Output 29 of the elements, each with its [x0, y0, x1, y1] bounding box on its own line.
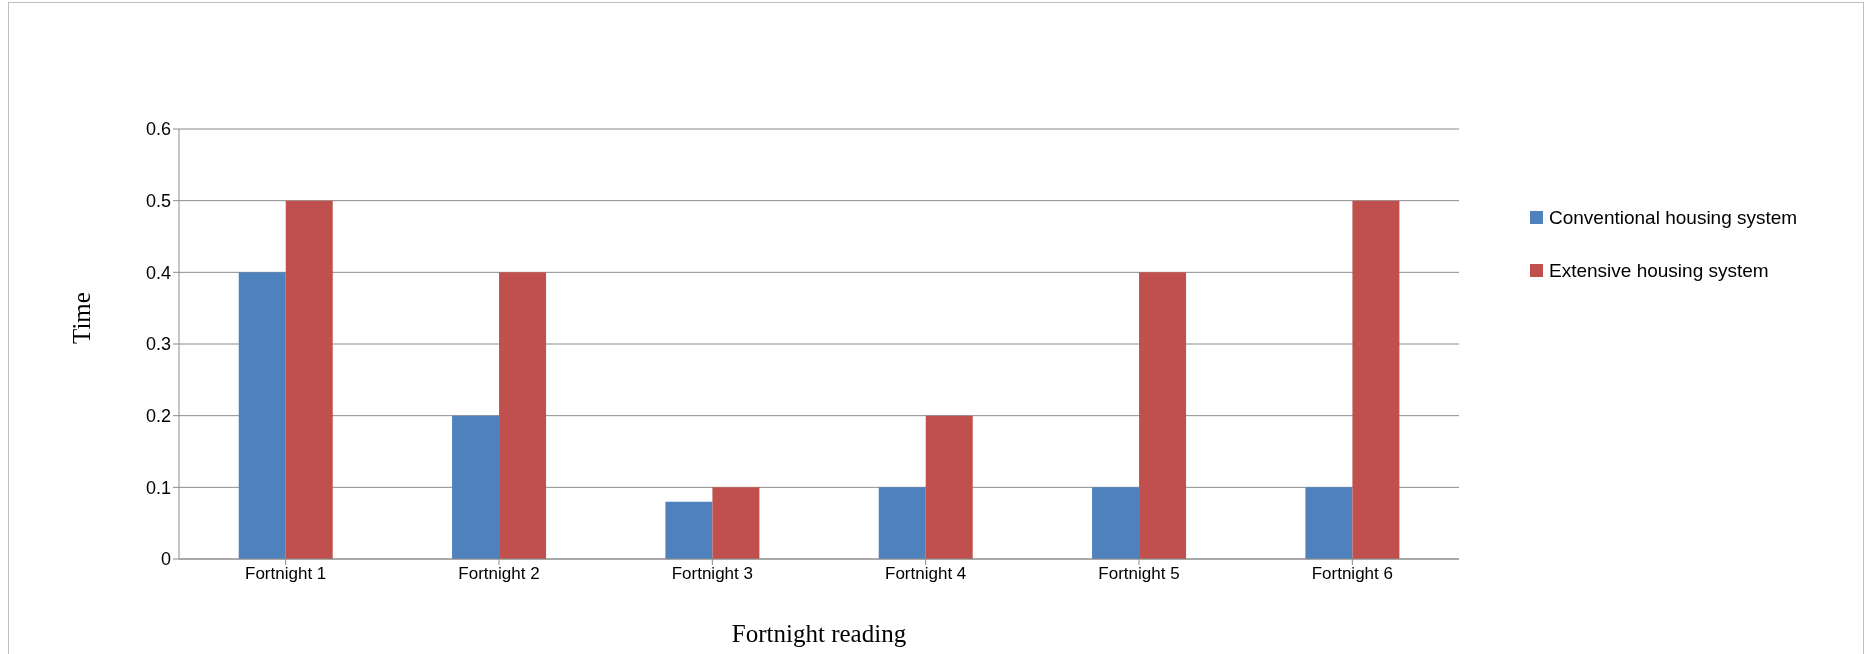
bar: [285, 200, 333, 559]
x-tick-label: Fortnight 1: [245, 564, 327, 584]
x-tick-label: Fortnight 2: [458, 564, 540, 584]
bar: [1139, 272, 1187, 559]
x-tick-label: Fortnight 4: [885, 564, 967, 584]
y-tick-label: 0: [160, 549, 171, 570]
bar: [712, 487, 760, 559]
y-tick-label: 0.6: [145, 119, 171, 140]
bar: [665, 501, 713, 559]
bar: [1305, 487, 1353, 559]
y-tick-label: 0.3: [145, 334, 171, 355]
x-axis-title: Fortnight reading: [731, 620, 907, 647]
bar: [878, 487, 926, 559]
x-tick-label: Fortnight 6: [1311, 564, 1393, 584]
x-tick-label: Fortnight 3: [671, 564, 753, 584]
legend-label: Extensive housing system: [1549, 259, 1769, 283]
bar: [1352, 200, 1400, 559]
y-axis-title: Time: [67, 292, 95, 344]
bar: [1092, 487, 1140, 559]
bar: [452, 415, 500, 559]
bar: [925, 415, 973, 559]
bar: [238, 272, 286, 559]
y-tick-label: 0.1: [145, 477, 171, 498]
y-tick-label: 0.4: [145, 262, 171, 283]
y-tick-label: 0.2: [145, 406, 171, 427]
x-tick-label: Fortnight 5: [1098, 564, 1180, 584]
y-tick-label: 0.5: [145, 191, 171, 212]
bar: [499, 272, 547, 559]
legend-label: Conventional housing system: [1549, 206, 1798, 230]
